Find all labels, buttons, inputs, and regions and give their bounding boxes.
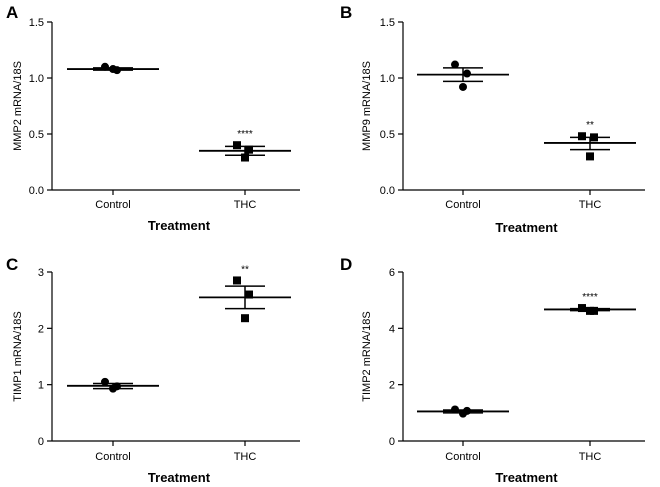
panel-letter: C	[6, 255, 18, 274]
y-tick-label: 3	[38, 267, 44, 279]
y-tick-label: 2	[389, 380, 395, 392]
x-tick-label: THC	[234, 199, 257, 211]
data-point-square	[586, 306, 594, 315]
y-axis-title: TIMP1 mRNA/18S	[12, 311, 24, 401]
y-axis-title: MMP9 mRNA/18S	[361, 61, 373, 151]
significance-label: **	[241, 264, 249, 275]
data-point-square	[578, 304, 586, 313]
data-point-circle	[463, 69, 471, 78]
x-tick-label: Control	[445, 451, 480, 463]
y-axis-title: MMP2 mRNA/18S	[12, 61, 24, 151]
y-tick-label: 0	[38, 436, 44, 448]
x-tick-label: Control	[95, 451, 130, 463]
y-tick-label: 0	[389, 436, 395, 448]
y-tick-label: 6	[389, 267, 395, 279]
data-point-circle	[101, 62, 109, 71]
y-tick-label: 0.5	[29, 129, 44, 141]
data-point-square	[586, 152, 594, 161]
y-tick-label: 0.0	[29, 185, 44, 197]
x-tick-label: Control	[445, 199, 480, 211]
data-point-circle	[109, 384, 117, 393]
data-point-square	[233, 141, 241, 150]
x-axis-title: Treatment	[148, 218, 211, 233]
data-point-square	[233, 276, 241, 285]
data-point-circle	[109, 65, 117, 74]
y-tick-label: 1.5	[29, 17, 44, 29]
y-tick-label: 4	[389, 323, 395, 335]
significance-label: **	[586, 120, 594, 131]
y-axis-title: TIMP2 mRNA/18S	[361, 311, 373, 401]
panel-letter: A	[6, 3, 18, 22]
data-point-circle	[459, 82, 467, 91]
x-axis-title: Treatment	[495, 470, 558, 485]
significance-label: ****	[582, 292, 598, 303]
x-tick-label: THC	[579, 451, 602, 463]
x-tick-label: THC	[234, 451, 257, 463]
x-axis-title: Treatment	[495, 220, 558, 235]
y-tick-label: 1.0	[29, 73, 44, 85]
data-point-circle	[451, 60, 459, 69]
data-point-square	[241, 153, 249, 162]
data-point-square	[245, 290, 253, 299]
data-point-circle	[101, 377, 109, 386]
significance-label: ****	[237, 129, 253, 140]
panel-letter: D	[340, 255, 352, 274]
y-tick-label: 1	[38, 380, 44, 392]
y-tick-label: 1.5	[380, 17, 395, 29]
data-point-square	[245, 145, 253, 154]
data-point-square	[241, 314, 249, 323]
y-tick-label: 2	[38, 323, 44, 335]
data-point-circle	[451, 405, 459, 414]
panel-letter: B	[340, 3, 352, 22]
data-point-circle	[459, 409, 467, 418]
y-tick-label: 1.0	[380, 73, 395, 85]
x-axis-title: Treatment	[148, 470, 211, 485]
y-tick-label: 0.5	[380, 129, 395, 141]
data-point-square	[590, 133, 598, 142]
x-tick-label: Control	[95, 199, 130, 211]
data-point-square	[578, 132, 586, 141]
x-tick-label: THC	[579, 199, 602, 211]
y-tick-label: 0.0	[380, 185, 395, 197]
